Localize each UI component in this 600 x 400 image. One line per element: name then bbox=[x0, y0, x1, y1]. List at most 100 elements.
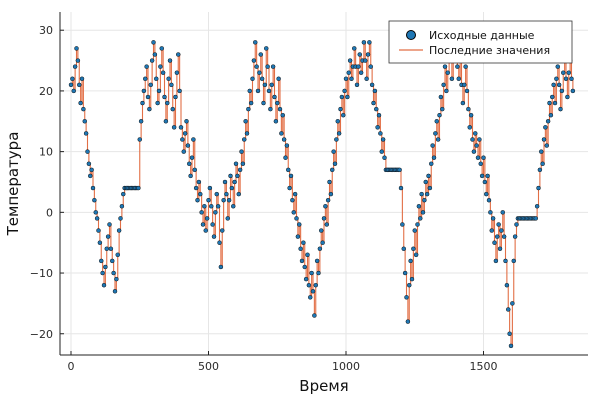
data-point bbox=[155, 100, 160, 106]
data-point bbox=[544, 143, 549, 148]
data-point bbox=[479, 173, 485, 179]
data-point bbox=[455, 64, 460, 69]
data-point bbox=[371, 100, 376, 106]
data-point bbox=[189, 155, 195, 160]
data-point bbox=[176, 52, 181, 57]
data-point bbox=[514, 222, 519, 227]
data-point bbox=[475, 155, 481, 160]
data-point bbox=[209, 204, 214, 209]
data-point bbox=[347, 58, 353, 63]
data-point bbox=[569, 76, 574, 82]
data-point bbox=[330, 167, 335, 173]
data-point bbox=[203, 228, 208, 233]
data-point bbox=[272, 94, 277, 100]
data-point bbox=[229, 185, 235, 191]
data-point bbox=[182, 131, 188, 136]
data-point bbox=[250, 76, 255, 82]
data-point bbox=[298, 246, 303, 252]
data-point bbox=[193, 185, 199, 191]
data-point bbox=[258, 52, 263, 57]
data-point bbox=[284, 143, 290, 148]
data-point bbox=[89, 167, 94, 173]
data-point bbox=[488, 210, 493, 215]
data-point bbox=[110, 258, 115, 264]
data-point bbox=[281, 137, 287, 142]
data-point bbox=[541, 137, 547, 142]
data-point bbox=[184, 119, 189, 124]
data-point bbox=[301, 240, 306, 245]
data-point bbox=[566, 70, 571, 75]
data-point bbox=[310, 289, 316, 294]
data-point bbox=[418, 216, 423, 221]
data-point bbox=[247, 88, 252, 94]
data-point bbox=[558, 106, 563, 112]
data-point bbox=[539, 149, 544, 154]
data-point bbox=[402, 270, 408, 276]
x-axis-title: Время bbox=[299, 377, 348, 395]
data-point bbox=[503, 258, 508, 264]
data-point bbox=[379, 149, 384, 154]
data-point bbox=[144, 64, 149, 69]
data-point bbox=[548, 112, 554, 118]
raw-data-series bbox=[68, 34, 576, 349]
last-values-series bbox=[71, 35, 574, 347]
legend-label-raw-data: Исходные данные bbox=[429, 29, 535, 42]
data-point bbox=[349, 76, 354, 82]
y-tick-label: 10 bbox=[39, 146, 53, 159]
data-point bbox=[220, 228, 225, 233]
data-point bbox=[478, 161, 483, 167]
data-point bbox=[317, 246, 323, 252]
data-point bbox=[464, 88, 470, 94]
data-point bbox=[269, 82, 274, 88]
data-point bbox=[85, 149, 90, 154]
data-point bbox=[215, 204, 221, 209]
data-point bbox=[101, 282, 107, 288]
data-point bbox=[556, 82, 562, 88]
data-point bbox=[508, 343, 514, 349]
legend-marker-raw-data bbox=[406, 30, 416, 40]
data-point bbox=[233, 161, 239, 167]
x-tick-label: 500 bbox=[198, 360, 219, 373]
data-point bbox=[77, 82, 82, 88]
data-point bbox=[237, 167, 243, 173]
data-point bbox=[257, 70, 262, 75]
data-point bbox=[232, 179, 237, 185]
data-point bbox=[151, 40, 156, 45]
data-point bbox=[550, 94, 555, 100]
step-line bbox=[71, 35, 574, 347]
data-point bbox=[138, 119, 144, 124]
data-point bbox=[204, 216, 210, 221]
data-point bbox=[412, 228, 417, 233]
data-point bbox=[490, 216, 496, 221]
data-point bbox=[477, 137, 482, 142]
data-point bbox=[342, 88, 347, 94]
data-point bbox=[547, 100, 552, 106]
data-point bbox=[363, 58, 368, 63]
data-point bbox=[339, 94, 345, 100]
data-point bbox=[99, 258, 104, 264]
data-point bbox=[264, 46, 269, 51]
data-point bbox=[292, 191, 298, 197]
data-point bbox=[217, 240, 222, 245]
data-point bbox=[104, 246, 109, 252]
data-point bbox=[332, 161, 338, 167]
data-point bbox=[408, 258, 413, 264]
data-point bbox=[181, 149, 186, 154]
data-point bbox=[243, 119, 248, 124]
data-point bbox=[555, 64, 560, 69]
data-point bbox=[68, 82, 74, 88]
data-point bbox=[270, 64, 276, 69]
data-point bbox=[473, 131, 478, 136]
data-point bbox=[504, 282, 510, 288]
data-point bbox=[248, 100, 254, 106]
data-point bbox=[294, 216, 299, 221]
data-point bbox=[552, 100, 558, 106]
data-point bbox=[415, 222, 420, 227]
data-point bbox=[485, 173, 490, 179]
data-point bbox=[240, 161, 246, 167]
data-point bbox=[537, 167, 543, 173]
data-point bbox=[438, 94, 444, 100]
data-point bbox=[570, 88, 576, 94]
data-point bbox=[286, 167, 291, 173]
data-point bbox=[320, 240, 325, 245]
